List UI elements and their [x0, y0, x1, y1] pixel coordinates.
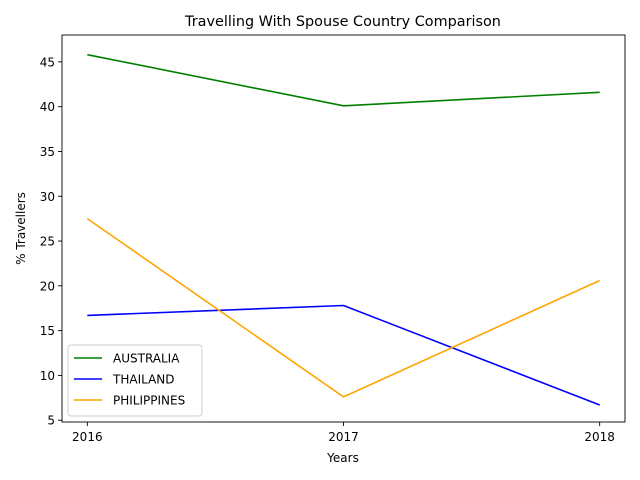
y-tick-label: 25: [40, 235, 55, 249]
y-tick-label: 30: [40, 190, 55, 204]
legend-label-australia: AUSTRALIA: [113, 352, 180, 366]
legend-label-thailand: THAILAND: [112, 373, 175, 387]
y-tick-label: 20: [40, 279, 55, 293]
y-tick-label: 40: [40, 100, 55, 114]
y-axis-label: % Travellers: [14, 192, 28, 265]
x-tick-label: 2018: [584, 430, 615, 444]
legend-box: [67, 344, 203, 417]
legend-label-philippines: PHILIPPINES: [113, 394, 185, 408]
y-tick-label: 35: [40, 145, 55, 159]
series-line-australia: [87, 53, 600, 107]
y-tick-label: 15: [40, 324, 55, 338]
x-axis-label: Years: [326, 451, 359, 465]
series-line-philippines: [86, 217, 601, 398]
x-tick-label: 2016: [72, 430, 103, 444]
legend: AUSTRALIA THAILAND PHILIPPINES: [67, 344, 203, 417]
plot-frame: [61, 34, 626, 423]
y-axis-ticks: 5 10 15 20 25 30 35 40 45: [40, 55, 62, 428]
x-tick-label: 2017: [328, 430, 359, 444]
x-axis-ticks: 2016 2017 2018: [72, 422, 615, 444]
y-tick-label: 5: [47, 414, 55, 428]
chart-title: Travelling With Spouse Country Compariso…: [184, 14, 501, 30]
y-tick-label: 10: [40, 369, 55, 383]
series-lines: [86, 53, 601, 406]
series-line-thailand: [87, 304, 600, 406]
y-tick-label: 45: [40, 55, 55, 69]
